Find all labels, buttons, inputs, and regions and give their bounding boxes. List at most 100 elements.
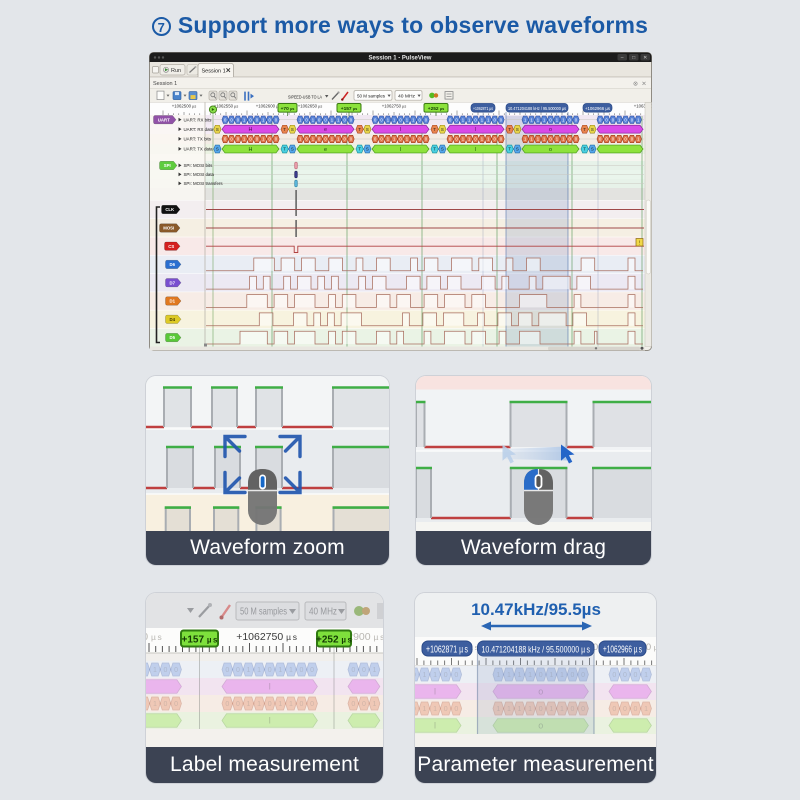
svg-text:1: 1 <box>393 117 396 122</box>
svg-text:⊗: ⊗ <box>633 82 638 88</box>
svg-text:+1062750 µs: +1062750 µs <box>382 104 407 109</box>
svg-text:0: 0 <box>268 667 272 674</box>
svg-text:0: 0 <box>275 117 278 122</box>
svg-text:Run: Run <box>171 68 181 74</box>
svg-text:1: 1 <box>337 137 340 142</box>
svg-text:1: 1 <box>556 137 559 142</box>
svg-text:0: 0 <box>571 672 575 679</box>
svg-text:0: 0 <box>415 672 416 679</box>
svg-text:0: 0 <box>237 137 240 142</box>
svg-text:1: 1 <box>262 137 265 142</box>
svg-text:1: 1 <box>518 706 522 713</box>
svg-text:10.471204188 kHz / 95.500000 µ: 10.471204188 kHz / 95.500000 µs <box>508 106 566 111</box>
svg-text:10.47kHz/95.5µs: 10.47kHz/95.5µs <box>471 600 601 619</box>
svg-text:0: 0 <box>230 137 233 142</box>
svg-text:0: 0 <box>493 117 496 122</box>
svg-text:+157 µ s: +157 µ s <box>182 635 219 646</box>
svg-text:S: S <box>291 127 294 132</box>
svg-text:Session 1 - PulseView: Session 1 - PulseView <box>369 56 432 62</box>
svg-text:0: 0 <box>399 137 402 142</box>
svg-text:e: e <box>324 147 327 153</box>
svg-text:l: l <box>269 716 271 726</box>
svg-text:1: 1 <box>406 137 409 142</box>
svg-text:1: 1 <box>412 137 415 142</box>
svg-text:MOSI: MOSI <box>163 226 174 231</box>
svg-text:0: 0 <box>268 137 271 142</box>
svg-text:1: 1 <box>247 701 251 708</box>
svg-text:0: 0 <box>474 117 477 122</box>
svg-text:0: 0 <box>164 701 168 708</box>
svg-text:✕: ✕ <box>643 55 647 61</box>
svg-text:T: T <box>508 147 511 152</box>
svg-text:SPI: SPI <box>164 163 171 168</box>
svg-text:T: T <box>433 127 436 132</box>
svg-text:0: 0 <box>380 137 383 142</box>
svg-text:l: l <box>475 127 476 133</box>
svg-text:0: 0 <box>449 117 452 122</box>
svg-text:S: S <box>516 127 519 132</box>
svg-text:1: 1 <box>312 117 315 122</box>
svg-text:o: o <box>549 127 552 133</box>
svg-text:1: 1 <box>423 706 427 713</box>
svg-text:1: 1 <box>299 137 302 142</box>
svg-text:1: 1 <box>433 706 437 713</box>
svg-text:0: 0 <box>350 117 353 122</box>
svg-text:1: 1 <box>543 117 546 122</box>
svg-text:T: T <box>358 127 361 132</box>
svg-text:S: S <box>366 147 369 152</box>
svg-text:0: 0 <box>256 117 259 122</box>
svg-text:1: 1 <box>618 137 621 142</box>
svg-text:+157 µs: +157 µs <box>341 106 357 112</box>
svg-text:1: 1 <box>373 701 377 708</box>
svg-text:0: 0 <box>343 137 346 142</box>
svg-text:1: 1 <box>562 137 565 142</box>
svg-text:1: 1 <box>412 117 415 122</box>
svg-text:1: 1 <box>562 117 565 122</box>
svg-text:0: 0 <box>249 137 252 142</box>
svg-text:T: T <box>433 147 436 152</box>
svg-text:0: 0 <box>374 137 377 142</box>
svg-text:0: 0 <box>318 117 321 122</box>
svg-text:1: 1 <box>289 667 293 674</box>
svg-text:UART: TX bits: UART: TX bits <box>184 137 212 142</box>
svg-text:1: 1 <box>433 672 437 679</box>
svg-text:+252 µ s: +252 µ s <box>316 635 353 646</box>
svg-text:0: 0 <box>300 701 304 708</box>
svg-text:0: 0 <box>415 706 416 713</box>
svg-text:50 M samples: 50 M samples <box>357 93 386 99</box>
svg-text:Session 1: Session 1 <box>153 81 177 87</box>
svg-text:1: 1 <box>312 137 315 142</box>
svg-text:o: o <box>538 687 543 697</box>
svg-text:1: 1 <box>530 117 533 122</box>
svg-text:1: 1 <box>637 137 640 142</box>
svg-text:1: 1 <box>387 137 390 142</box>
svg-text:0: 0 <box>631 137 634 142</box>
svg-text:1: 1 <box>487 117 490 122</box>
svg-text:l: l <box>475 147 476 153</box>
svg-text:0: 0 <box>225 701 229 708</box>
svg-text:1: 1 <box>262 117 265 122</box>
svg-text:+70 µs: +70 µs <box>281 106 295 112</box>
svg-text:0: 0 <box>568 117 571 122</box>
svg-text:0: 0 <box>374 117 377 122</box>
svg-text:0: 0 <box>351 701 355 708</box>
svg-text:l: l <box>400 147 401 153</box>
svg-text:D7: D7 <box>170 280 176 285</box>
svg-text:0: 0 <box>631 117 634 122</box>
svg-text:0: 0 <box>324 117 327 122</box>
svg-text:1: 1 <box>243 117 246 122</box>
svg-text:0: 0 <box>575 117 578 122</box>
svg-text:✕: ✕ <box>642 82 647 88</box>
svg-text:Session 1: Session 1 <box>202 68 226 74</box>
svg-text:1: 1 <box>406 117 409 122</box>
svg-text:S: S <box>216 127 219 132</box>
svg-text:0: 0 <box>474 137 477 142</box>
svg-text:1: 1 <box>243 137 246 142</box>
svg-text:UART: UART <box>158 117 170 122</box>
svg-text:0: 0 <box>305 117 308 122</box>
svg-text:0 µ s: 0 µ s <box>146 631 162 643</box>
svg-text:CLK: CLK <box>165 207 175 212</box>
svg-text:T: T <box>358 147 361 152</box>
svg-text:1: 1 <box>481 137 484 142</box>
svg-text:1: 1 <box>537 137 540 142</box>
